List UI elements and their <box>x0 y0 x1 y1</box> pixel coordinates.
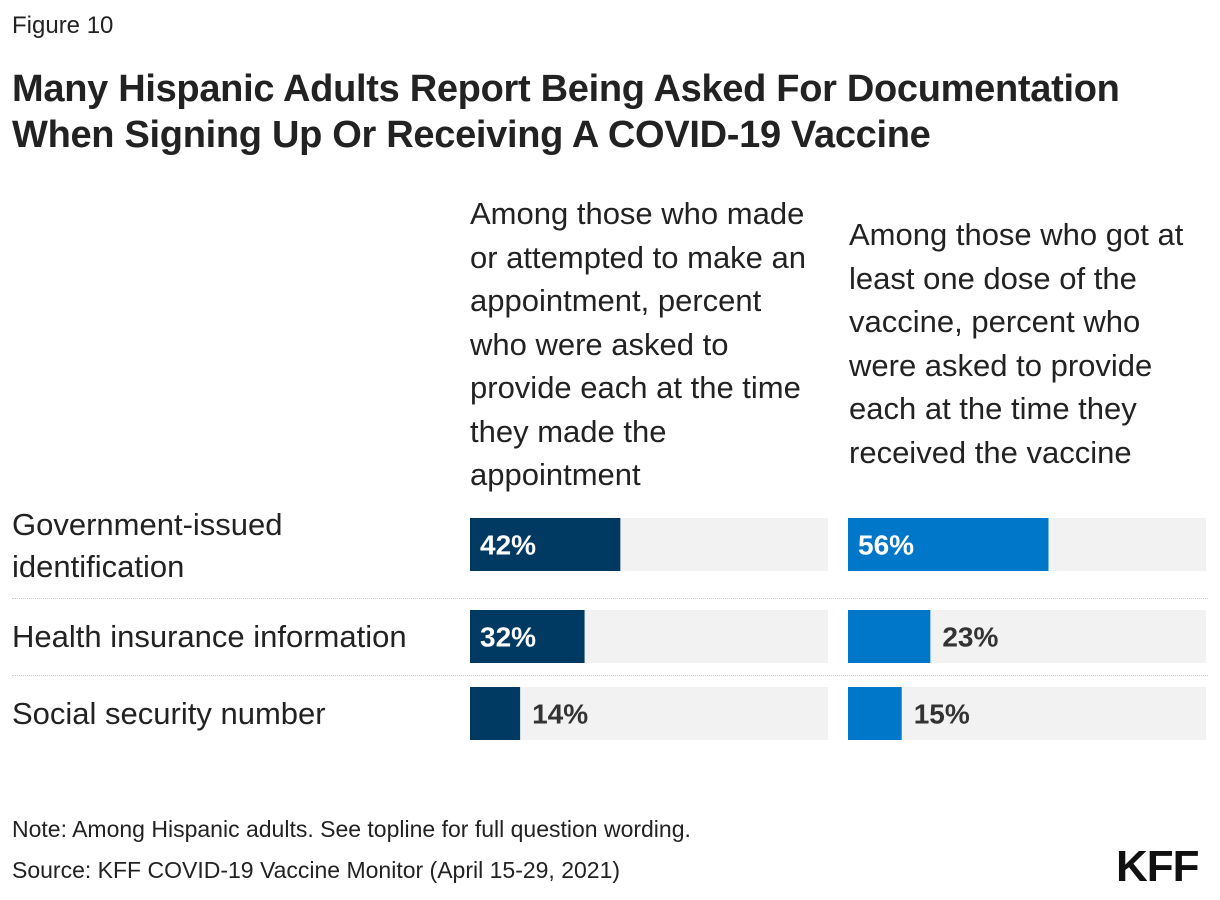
chart-source: Source: KFF COVID-19 Vaccine Monitor (Ap… <box>12 857 621 883</box>
bar-value-label: 56% <box>858 530 914 561</box>
chart-note: Note: Among Hispanic adults. See topline… <box>12 816 691 842</box>
row-divider <box>12 598 1208 599</box>
figure-label: Figure 10 <box>12 12 114 39</box>
row-label-government-id: Government-issued identification <box>12 507 283 584</box>
bar-s2-government-issued-identification <box>848 518 1049 571</box>
bar-value-label: 14% <box>532 699 588 730</box>
bar-value-label: 15% <box>914 699 970 730</box>
bar-value-label: 32% <box>480 622 536 653</box>
bar-s1-government-issued-identification <box>470 518 621 571</box>
bar-value-label: 42% <box>480 530 536 561</box>
bar-s1-health-insurance-information <box>470 610 585 663</box>
chart-title: Many Hispanic Adults Report Being Asked … <box>12 68 1120 156</box>
bar-s2-health-insurance-information <box>848 610 931 663</box>
kff-logo: KFF <box>1116 842 1200 891</box>
row-divider <box>12 675 1208 676</box>
bar-s1-social-security-number <box>470 687 521 740</box>
bar-track <box>848 687 1206 740</box>
row-label-health-insurance: Health insurance information <box>12 619 407 654</box>
series-header-vaccine: Among those who got at least one dose of… <box>849 217 1184 470</box>
bar-s2-social-security-number <box>848 687 902 740</box>
series-header-appointment: Among those who made or attempted to mak… <box>470 196 807 492</box>
bar-track <box>470 687 828 740</box>
bar-value-label: 23% <box>942 622 998 653</box>
row-label-social-security: Social security number <box>12 696 326 731</box>
